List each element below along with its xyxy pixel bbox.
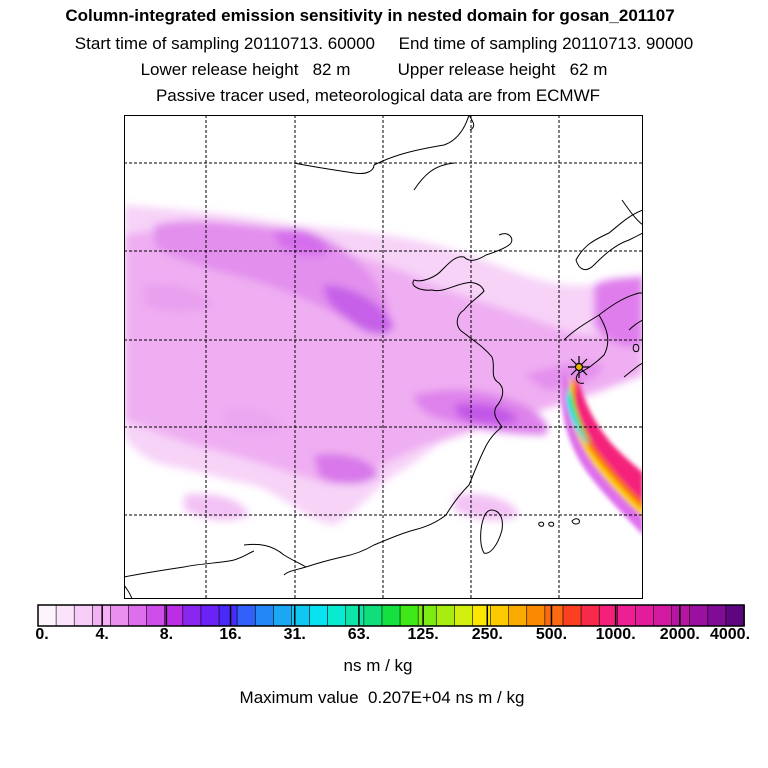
colorbar-swatch bbox=[200, 604, 220, 627]
colorbar-tick-label: 125. bbox=[407, 626, 439, 643]
colorbar-units: ns m / kg bbox=[343, 656, 413, 675]
colorbar-swatch bbox=[616, 604, 637, 627]
colorbar-swatch bbox=[363, 604, 383, 627]
colorbar-tick-label: 16. bbox=[219, 626, 242, 643]
colorbar-swatch bbox=[435, 604, 456, 627]
colorbar-swatch bbox=[236, 604, 257, 627]
colorbar-swatch bbox=[399, 604, 419, 627]
colorbar-tick-label: 250. bbox=[471, 626, 503, 643]
colorbar-swatch bbox=[37, 604, 57, 627]
colorbar-swatch bbox=[526, 604, 546, 627]
colorbar-swatch bbox=[544, 604, 564, 627]
colorbar-swatch bbox=[254, 604, 275, 627]
colorbar-swatch bbox=[635, 604, 655, 627]
colorbar-tick-label: 1000. bbox=[595, 626, 636, 643]
colorbar-swatch bbox=[562, 604, 582, 627]
colorbar-swatch bbox=[707, 604, 727, 627]
colorbar-tick-label: 2000. bbox=[659, 626, 700, 643]
release-height-line: Lower release height 82 m Upper release … bbox=[140, 60, 608, 79]
colorbar-swatch bbox=[417, 604, 438, 627]
colorbar-swatch bbox=[671, 604, 691, 627]
colorbar-swatch bbox=[580, 604, 600, 627]
colorbar-swatch bbox=[327, 604, 347, 627]
colorbar-swatch bbox=[454, 604, 474, 627]
sampling-time-line: Start time of sampling 20110713. 60000 E… bbox=[74, 34, 694, 53]
colorbar-swatch bbox=[110, 604, 130, 627]
colorbar-swatch bbox=[309, 604, 329, 627]
colorbar bbox=[37, 604, 745, 627]
colorbar-swatch bbox=[273, 604, 293, 627]
colorbar-swatch bbox=[653, 604, 673, 627]
coastlines bbox=[124, 115, 643, 599]
colorbar-swatch bbox=[381, 604, 401, 627]
colorbar-swatch bbox=[128, 604, 148, 627]
map-title: Column-integrated emission sensitivity i… bbox=[65, 6, 675, 25]
colorbar-tick-label: 8. bbox=[159, 626, 174, 643]
colorbar-swatch bbox=[490, 604, 510, 627]
colorbar-swatch bbox=[689, 604, 709, 627]
map-frame bbox=[124, 115, 643, 599]
tracer-info-line: Passive tracer used, meteorological data… bbox=[155, 86, 601, 105]
colorbar-tick-label: 0. bbox=[35, 626, 49, 643]
colorbar-swatch bbox=[73, 604, 94, 627]
colorbar-swatch bbox=[345, 604, 365, 627]
colorbar-swatch bbox=[508, 604, 528, 627]
colorbar-tick-label: 4. bbox=[95, 626, 109, 643]
colorbar-tick-label: 4000. bbox=[709, 626, 751, 643]
colorbar-swatch bbox=[55, 604, 76, 627]
colorbar-swatch bbox=[725, 604, 745, 627]
colorbar-frame bbox=[37, 604, 745, 627]
colorbar-tick-labels: 0. 4. 8. 16. 31. 63. 125. 250. 500. 1000. 2000. 400… bbox=[0, 626, 768, 650]
colorbar-tick-label: 63. bbox=[347, 626, 371, 643]
maximum-value-label: Maximum value 0.207E+04 ns m / kg bbox=[239, 688, 525, 707]
colorbar-swatch bbox=[146, 604, 166, 627]
star-marker-icon bbox=[568, 356, 590, 378]
colorbar-tick-label: 500. bbox=[535, 626, 568, 643]
plume bbox=[562, 373, 643, 535]
colorbar-swatch bbox=[164, 604, 184, 627]
colorbar-swatch bbox=[472, 604, 492, 627]
graticule bbox=[124, 115, 643, 599]
colorbar-tick-label: 31. bbox=[283, 626, 306, 643]
emission-sensitivity-map bbox=[124, 115, 643, 599]
colorbar-swatch bbox=[182, 604, 202, 627]
colorbar-swatch bbox=[218, 604, 238, 627]
